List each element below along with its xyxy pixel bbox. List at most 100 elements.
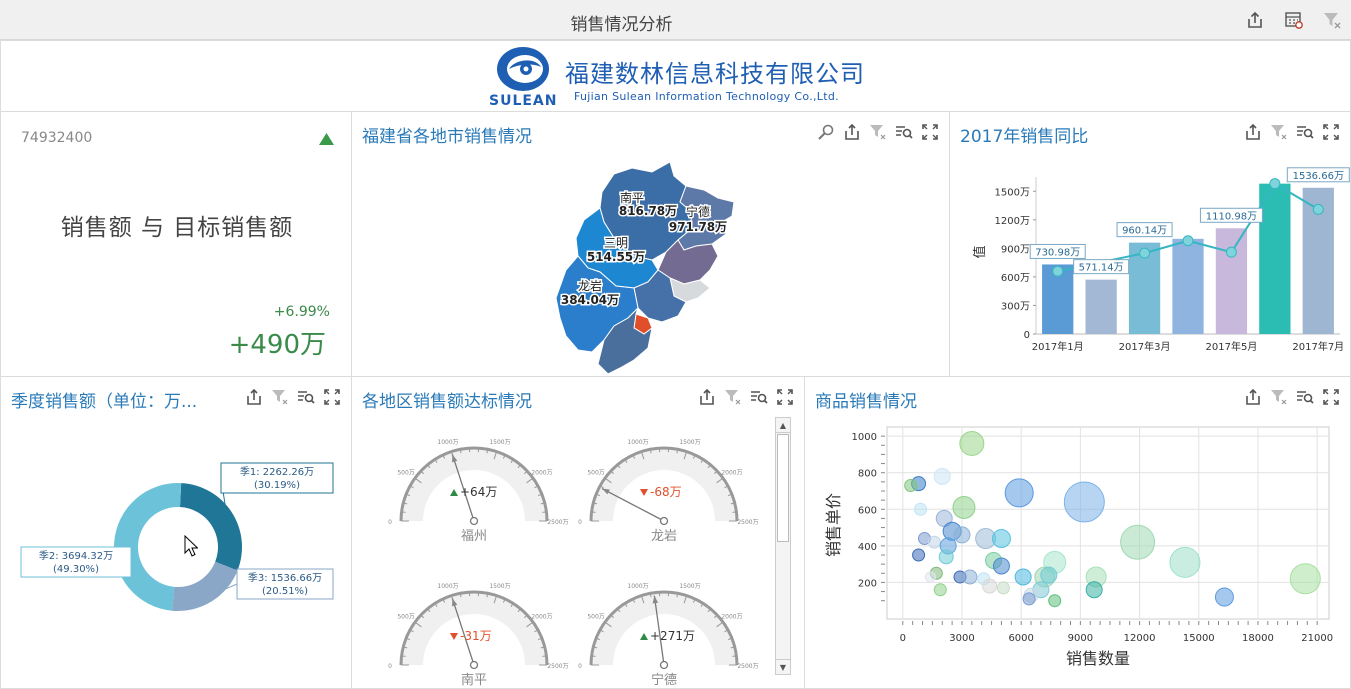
export-icon[interactable] — [1244, 388, 1262, 406]
bubble[interactable] — [914, 502, 928, 516]
bubble[interactable] — [1085, 581, 1103, 599]
clear-filter-icon[interactable] — [271, 388, 289, 406]
map-region-quanzhou[interactable] — [633, 269, 687, 323]
map-label-name: 三明 — [604, 236, 628, 250]
export-icon[interactable] — [1244, 123, 1262, 141]
calendar-settings-icon[interactable] — [1284, 10, 1304, 30]
bubble[interactable] — [959, 430, 985, 456]
gauge-tick — [540, 502, 545, 505]
gauge-tick — [405, 637, 411, 641]
y-tick-label: 400 — [858, 542, 877, 553]
data-label-box — [1029, 243, 1086, 259]
bubble[interactable] — [912, 548, 926, 562]
bubble[interactable] — [962, 569, 978, 585]
line-point[interactable] — [1052, 265, 1064, 277]
bubble[interactable] — [927, 535, 941, 549]
gauge-tick — [683, 451, 688, 460]
gauge-tick — [517, 608, 521, 613]
gauge-tick — [624, 459, 628, 464]
gauge-tick — [502, 598, 506, 603]
filter-search-icon[interactable] — [1296, 388, 1314, 406]
gauge-tick — [434, 603, 438, 608]
bubble[interactable] — [1004, 478, 1034, 508]
bubble[interactable] — [924, 571, 936, 583]
filter-search-icon[interactable] — [750, 388, 768, 406]
bubble[interactable] — [996, 581, 1010, 595]
filter-search-icon[interactable] — [297, 388, 315, 406]
bar[interactable] — [1215, 228, 1248, 334]
products-toolbar — [1244, 388, 1340, 406]
bubble[interactable] — [1214, 587, 1234, 607]
x-tick-label: 2017年3月 — [1119, 340, 1171, 353]
export-icon[interactable] — [245, 388, 263, 406]
bubble[interactable] — [1040, 566, 1058, 584]
fullscreen-icon[interactable] — [776, 388, 794, 406]
scroll-up-icon[interactable]: ▲ — [776, 418, 790, 433]
slice-label: 季2: 3694.32万 — [39, 550, 113, 562]
line-point[interactable] — [1182, 235, 1194, 247]
export-icon[interactable] — [698, 388, 716, 406]
bubble[interactable] — [933, 467, 951, 485]
bubble[interactable] — [953, 526, 971, 544]
bubble[interactable] — [1120, 524, 1156, 560]
gauge-tick — [599, 485, 604, 489]
clear-filter-icon[interactable] — [1270, 388, 1288, 406]
gauge-tick — [537, 637, 543, 641]
bubble[interactable] — [1063, 481, 1105, 523]
fullscreen-icon[interactable] — [1322, 388, 1340, 406]
bubble[interactable] — [982, 578, 998, 594]
gauge-tick — [523, 470, 528, 475]
map-region-zhangzhou[interactable] — [597, 307, 653, 375]
gauge-hub — [469, 516, 479, 526]
gauge-tick — [632, 454, 636, 459]
export-icon[interactable] — [1245, 10, 1265, 30]
gauge-arc — [589, 590, 739, 666]
zoom-icon[interactable] — [817, 123, 835, 141]
bubble[interactable] — [1022, 592, 1036, 606]
line-point[interactable] — [1225, 246, 1237, 258]
bubble[interactable] — [991, 529, 1011, 549]
clear-filter-icon[interactable] — [869, 123, 887, 141]
clear-filter-icon[interactable] — [1322, 10, 1342, 30]
slice-label: 季3: 1536.66万 — [248, 572, 322, 584]
bubble[interactable] — [904, 479, 918, 493]
bubble[interactable] — [938, 549, 954, 565]
donut-slice[interactable] — [179, 483, 242, 571]
bubble[interactable] — [952, 495, 976, 519]
page-title: 销售情况分析 — [570, 15, 673, 35]
gauges-toolbar — [698, 388, 794, 406]
scrollbar-thumb[interactable] — [777, 434, 789, 542]
bar[interactable] — [1085, 279, 1117, 334]
donut-slice[interactable] — [113, 483, 182, 611]
gauge-tick — [692, 454, 696, 459]
line-point[interactable] — [1269, 178, 1281, 190]
gauge-tick — [593, 646, 598, 649]
gauge-tick — [493, 451, 498, 460]
trend-up-icon — [319, 133, 334, 145]
gauge-tick — [542, 655, 547, 657]
gauge-tick — [427, 464, 431, 469]
fullscreen-icon[interactable] — [1322, 123, 1340, 141]
line-point[interactable] — [1139, 247, 1151, 259]
filter-search-icon[interactable] — [1296, 123, 1314, 141]
fullscreen-icon[interactable] — [921, 123, 939, 141]
scroll-down-icon[interactable]: ▼ — [776, 659, 790, 674]
bubble[interactable] — [992, 557, 1010, 575]
vertical-scrollbar[interactable]: ▲ ▼ — [775, 417, 791, 675]
bubble[interactable] — [1014, 568, 1032, 586]
line-point[interactable] — [1312, 203, 1324, 215]
bubble[interactable] — [1048, 594, 1062, 608]
filter-search-icon[interactable] — [895, 123, 913, 141]
bar[interactable] — [1172, 238, 1204, 334]
export-icon[interactable] — [843, 123, 861, 141]
bubble[interactable] — [1289, 563, 1321, 595]
bubble[interactable] — [1169, 546, 1201, 578]
clear-filter-icon[interactable] — [724, 388, 742, 406]
bubble[interactable] — [933, 583, 947, 597]
donut-slice[interactable] — [171, 561, 238, 611]
clear-filter-icon[interactable] — [1270, 123, 1288, 141]
bar[interactable] — [1259, 183, 1291, 334]
fullscreen-icon[interactable] — [323, 388, 341, 406]
